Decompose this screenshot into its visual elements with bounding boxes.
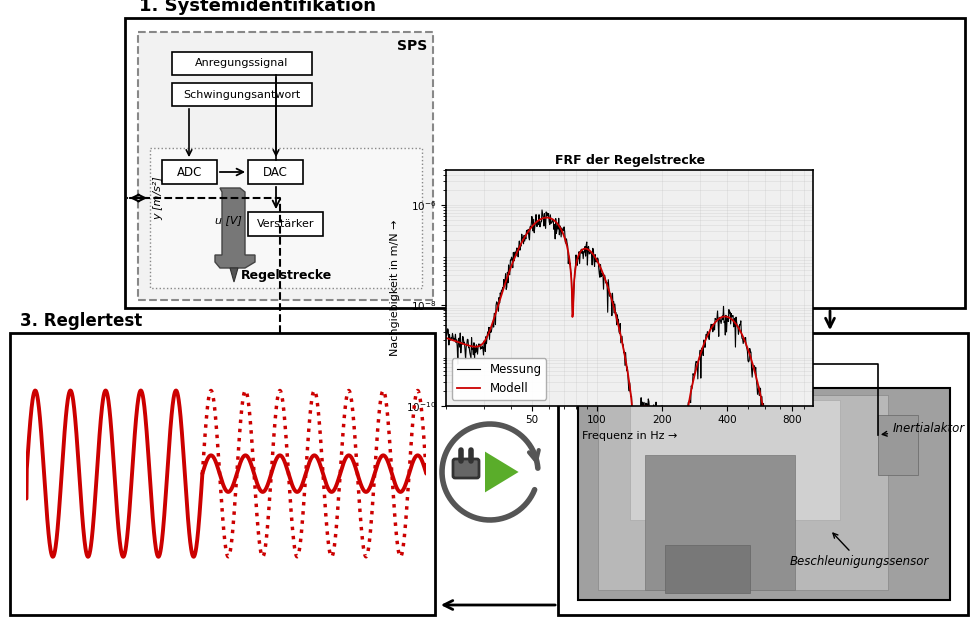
X-axis label: Frequenz in Hz →: Frequenz in Hz →	[582, 431, 677, 441]
Text: Regelstrecke: Regelstrecke	[240, 269, 331, 282]
Text: Schwingungsantwort: Schwingungsantwort	[183, 89, 301, 99]
Messung	[679, 435, 691, 442]
Messung	[532, 218, 544, 225]
Modell	[541, 214, 553, 221]
Messung	[710, 316, 721, 323]
Messung	[536, 206, 548, 214]
FancyBboxPatch shape	[162, 160, 217, 184]
Text: Beschleunigungssensor: Beschleunigungssensor	[790, 533, 929, 568]
FancyBboxPatch shape	[172, 83, 312, 106]
Text: 2. Reglerparametrierung: 2. Reglerparametrierung	[568, 312, 801, 330]
Text: Verstärker: Verstärker	[257, 219, 315, 229]
Line: Messung: Messung	[446, 210, 804, 474]
FancyBboxPatch shape	[630, 400, 840, 520]
FancyBboxPatch shape	[645, 455, 795, 590]
Modell	[652, 405, 663, 413]
Messung	[603, 276, 614, 284]
Modell	[710, 318, 721, 326]
Title: FRF der Regelstrecke: FRF der Regelstrecke	[555, 154, 705, 167]
Polygon shape	[485, 452, 518, 493]
Text: Anregungssignal: Anregungssignal	[195, 58, 289, 69]
Modell	[798, 440, 809, 448]
Polygon shape	[230, 268, 238, 282]
Y-axis label: Nachgiebigkeit in m/N →: Nachgiebigkeit in m/N →	[390, 220, 401, 356]
FancyBboxPatch shape	[558, 333, 968, 615]
FancyBboxPatch shape	[615, 350, 705, 378]
Modell	[766, 451, 778, 459]
Messung	[652, 409, 663, 416]
FancyBboxPatch shape	[150, 148, 422, 288]
Messung	[504, 270, 515, 278]
Text: ADC: ADC	[176, 165, 202, 179]
FancyBboxPatch shape	[598, 395, 888, 590]
Messung	[792, 470, 804, 478]
Modell	[603, 284, 614, 292]
Line: Modell: Modell	[446, 218, 804, 455]
Modell	[504, 268, 515, 276]
Text: Inertialaktor: Inertialaktor	[882, 421, 965, 436]
FancyBboxPatch shape	[453, 459, 479, 478]
FancyBboxPatch shape	[125, 18, 965, 308]
Text: 3. Reglertest: 3. Reglertest	[20, 312, 142, 330]
Polygon shape	[215, 188, 255, 268]
Text: Regler: Regler	[634, 357, 686, 371]
FancyBboxPatch shape	[172, 52, 312, 75]
Text: SPS: SPS	[397, 39, 427, 53]
Modell	[532, 217, 544, 225]
FancyBboxPatch shape	[665, 545, 750, 593]
FancyBboxPatch shape	[248, 160, 303, 184]
FancyBboxPatch shape	[878, 415, 918, 475]
Messung	[798, 441, 809, 448]
FancyBboxPatch shape	[138, 32, 433, 300]
Text: u [V]: u [V]	[215, 215, 241, 225]
Text: 1. Systemidentifikation: 1. Systemidentifikation	[139, 0, 376, 15]
Legend: Messung, Modell: Messung, Modell	[452, 359, 547, 400]
Text: y [m/s²]: y [m/s²]	[153, 176, 163, 220]
FancyBboxPatch shape	[248, 212, 323, 236]
Text: DAC: DAC	[263, 165, 288, 179]
Messung	[440, 326, 452, 333]
Modell	[679, 428, 691, 435]
FancyBboxPatch shape	[578, 388, 950, 600]
Modell	[440, 334, 452, 342]
FancyBboxPatch shape	[10, 333, 435, 615]
